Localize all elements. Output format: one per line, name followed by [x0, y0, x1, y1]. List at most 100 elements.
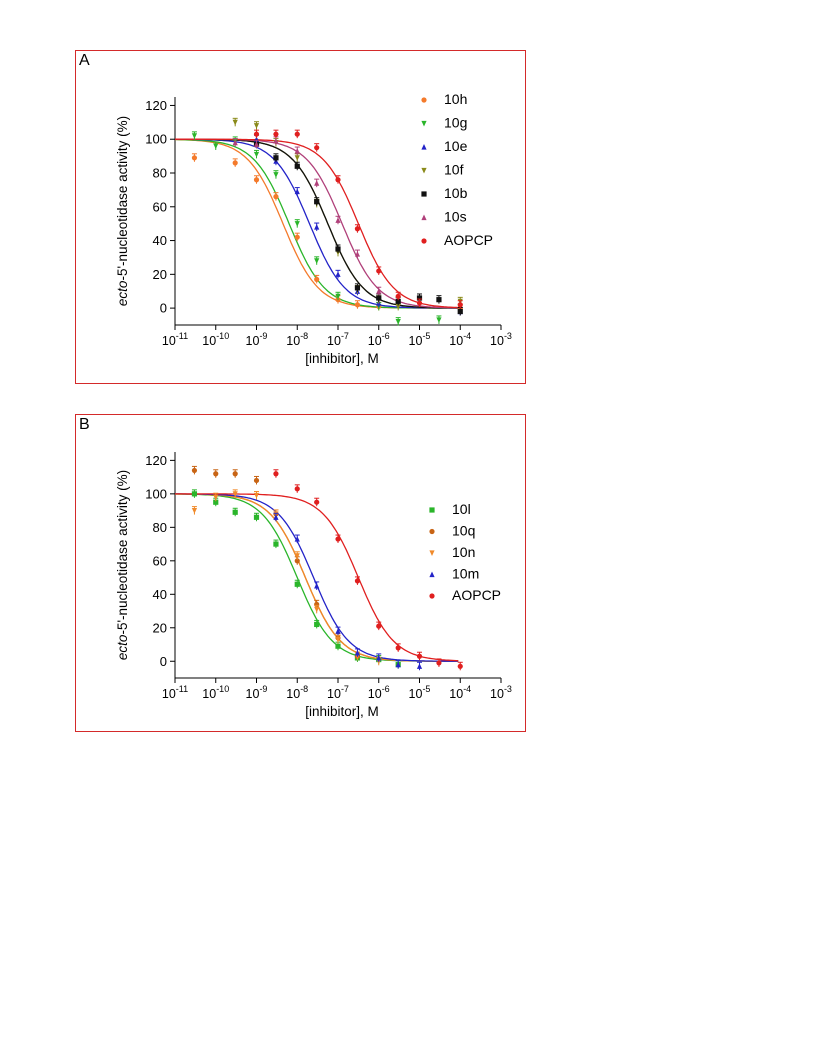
data-point [232, 491, 238, 497]
y-tick-label: 20 [153, 620, 167, 635]
x-tick-label: 10-3 [490, 684, 512, 701]
data-point [294, 234, 300, 240]
data-point [314, 180, 320, 186]
x-tick-label: 10-3 [490, 331, 512, 348]
x-tick-label: 10-8 [286, 331, 308, 348]
data-point [191, 491, 198, 497]
legend-entry: 10e [444, 138, 468, 154]
data-point [395, 661, 401, 668]
x-tick-label: 10-7 [327, 331, 349, 348]
data-point [273, 514, 279, 520]
x-tick-label: 10-10 [202, 684, 229, 701]
data-point [294, 553, 300, 559]
x-tick-label: 10-8 [286, 684, 308, 701]
fit-curve [175, 138, 459, 309]
data-point [213, 494, 219, 501]
fit-curve [175, 493, 459, 662]
data-point [429, 593, 435, 599]
data-point [253, 131, 260, 137]
data-point [314, 224, 320, 230]
fit-curve [175, 493, 459, 662]
data-point [232, 160, 238, 166]
data-point [314, 258, 320, 264]
data-point [294, 188, 300, 195]
data-point [294, 581, 300, 587]
x-tick-label: 10-6 [368, 331, 390, 348]
y-tick-label: 100 [145, 486, 167, 501]
x-tick-label: 10-4 [449, 684, 471, 701]
data-point [376, 288, 382, 294]
data-point [335, 293, 341, 300]
x-tick-label: 10-4 [449, 331, 471, 348]
chart-b: 0 20 40 60 80 100 120 10-11 10-10 10-9 10-8 10-7 10-… [115, 452, 512, 719]
data-point [335, 271, 341, 277]
y-axis-label: ecto-5'-nucleotidase activity (%) [115, 470, 130, 660]
data-point [354, 302, 361, 308]
data-point [421, 214, 427, 221]
y-tick-label: 80 [153, 520, 167, 535]
data-point [253, 177, 260, 183]
data-point [253, 492, 260, 499]
data-point [335, 643, 341, 649]
data-point [416, 295, 423, 301]
fit-curve [175, 138, 459, 309]
data-point [273, 155, 279, 161]
data-point [335, 177, 341, 183]
fit-curve [175, 138, 459, 309]
data-point [416, 653, 423, 659]
data-point [421, 120, 427, 127]
y-tick-label: 80 [153, 166, 167, 181]
x-tick-label: 10-10 [202, 331, 229, 348]
fit-curve [175, 138, 459, 309]
data-point [314, 621, 320, 628]
data-point [436, 297, 442, 303]
chart-panel-a: A 0 20 40 60 80 100 120 10-11 10-10 10-9 10-8 10-7 1… [75, 50, 526, 384]
x-tick-label: 10-6 [368, 684, 390, 701]
fit-curve [175, 493, 459, 662]
data-point [421, 238, 427, 244]
data-point [273, 172, 279, 178]
data-point [436, 660, 442, 666]
data-point [294, 536, 300, 542]
data-point [335, 636, 341, 643]
y-tick-label: 40 [153, 587, 167, 602]
data-point [273, 471, 279, 477]
chart-panel-b: B 0 20 40 60 80 100 120 10-11 10-10 10-9 10-8 10-7 1… [75, 414, 526, 732]
data-point [191, 507, 198, 514]
data-point [395, 293, 401, 299]
data-point [354, 649, 361, 656]
data-point [253, 141, 260, 147]
data-point [429, 507, 435, 513]
data-point [314, 606, 320, 613]
data-point [457, 308, 463, 315]
data-point [314, 582, 320, 589]
data-point [314, 199, 320, 205]
data-point [294, 155, 300, 161]
data-point [354, 285, 361, 291]
y-tick-label: 40 [153, 233, 167, 248]
fit-curve [175, 493, 459, 662]
x-tick-label: 10-9 [246, 684, 268, 701]
data-point [421, 144, 427, 150]
y-axis-label: ecto-5'-nucleotidase activity (%) [115, 116, 130, 306]
y-tick-label: 20 [153, 267, 167, 282]
data-point [191, 467, 198, 474]
fit-curve [175, 138, 459, 309]
data-point [376, 654, 382, 661]
data-point [421, 191, 427, 197]
data-point [273, 541, 279, 547]
data-point [191, 155, 198, 161]
y-tick-label: 0 [160, 654, 167, 669]
data-point [314, 145, 320, 151]
y-tick-label: 120 [145, 453, 167, 468]
data-point [335, 217, 341, 223]
legend-entry: 10f [444, 162, 464, 178]
legend-entry: 10s [444, 209, 467, 225]
x-tick-label: 10-5 [409, 331, 431, 348]
data-point [294, 148, 300, 154]
data-point [416, 663, 423, 669]
data-point [273, 131, 279, 137]
data-point [232, 509, 238, 515]
legend-entry: 10g [444, 115, 467, 131]
data-point [335, 246, 341, 252]
